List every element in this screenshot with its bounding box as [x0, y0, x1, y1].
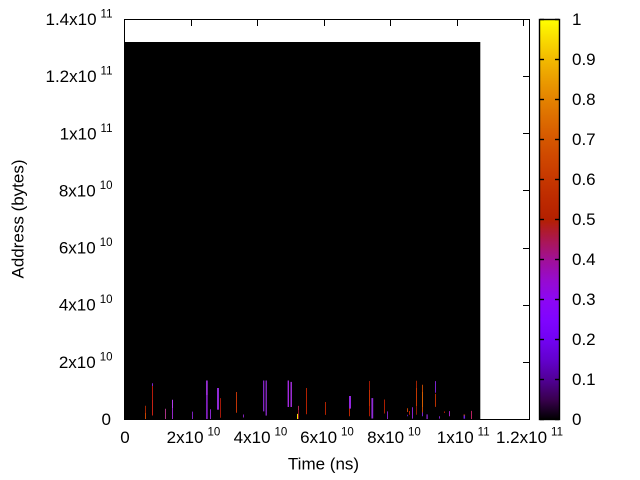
svg-text:0.9: 0.9 [572, 50, 596, 69]
svg-text:0.3: 0.3 [572, 290, 596, 309]
svg-text:0.7: 0.7 [572, 130, 596, 149]
svg-text:0.2: 0.2 [572, 330, 596, 349]
svg-text:0: 0 [572, 410, 581, 429]
svg-text:0.4: 0.4 [572, 250, 596, 269]
svg-text:0.5: 0.5 [572, 210, 596, 229]
svg-text:Time (ns): Time (ns) [288, 455, 359, 474]
svg-text:Address (bytes): Address (bytes) [9, 159, 28, 278]
svg-text:0: 0 [120, 428, 129, 447]
svg-text:0.1: 0.1 [572, 370, 596, 389]
svg-text:0.8: 0.8 [572, 90, 596, 109]
svg-text:1: 1 [572, 10, 581, 29]
svg-text:0: 0 [102, 410, 111, 429]
svg-text:0.6: 0.6 [572, 170, 596, 189]
